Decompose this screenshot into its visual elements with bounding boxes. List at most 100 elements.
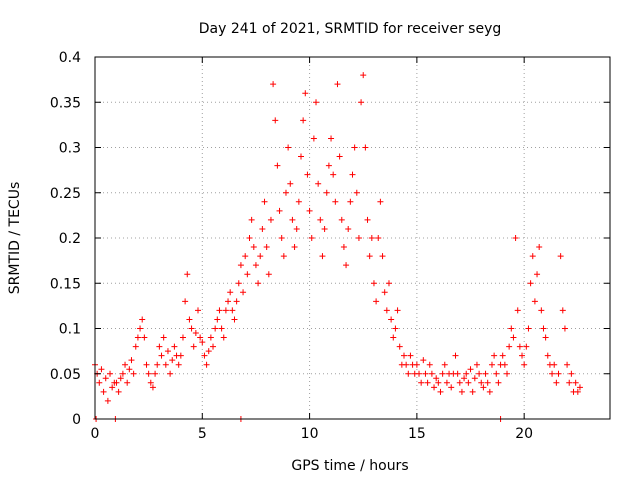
data-point [231, 316, 238, 323]
data-point [473, 361, 480, 368]
data-point [235, 280, 242, 287]
data-point [270, 81, 277, 88]
data-point [184, 271, 191, 278]
data-point [480, 384, 487, 391]
data-point [164, 348, 171, 355]
x-tick-label: 20 [515, 426, 533, 442]
data-point [461, 375, 468, 382]
data-point [531, 298, 538, 305]
data-point [403, 361, 410, 368]
data-point [167, 370, 174, 377]
data-point [416, 370, 423, 377]
data-point [276, 207, 283, 214]
data-point [390, 334, 397, 341]
data-point [323, 189, 330, 196]
x-tick-label: 5 [198, 426, 207, 442]
data-point [358, 99, 365, 106]
data-point [495, 379, 502, 386]
data-point [405, 370, 412, 377]
data-point [534, 271, 541, 278]
data-point [422, 370, 429, 377]
data-point [379, 253, 386, 260]
data-point [465, 379, 472, 386]
data-point [364, 216, 371, 223]
x-axis-label: GPS time / hours [291, 458, 408, 474]
data-point [536, 244, 543, 251]
data-point [293, 225, 300, 232]
data-point [210, 343, 217, 350]
data-point [538, 307, 545, 314]
data-point [345, 225, 352, 232]
data-point [229, 307, 236, 314]
data-point [551, 361, 558, 368]
data-point [366, 253, 373, 260]
x-tick-label: 15 [408, 426, 426, 442]
data-point [201, 352, 208, 359]
data-point [315, 180, 322, 187]
data-point [298, 153, 304, 160]
data-point [351, 144, 358, 151]
data-point [117, 375, 124, 382]
data-point [347, 198, 354, 205]
data-point [499, 352, 506, 359]
data-point [375, 235, 382, 241]
data-point [491, 352, 498, 359]
data-point [467, 366, 474, 373]
data-point [107, 370, 114, 377]
data-point [188, 325, 195, 332]
data-point [244, 271, 251, 278]
data-point [574, 388, 581, 395]
data-point [355, 235, 362, 241]
data-point [113, 379, 120, 386]
data-point [463, 370, 470, 377]
data-point [186, 316, 193, 323]
data-point [328, 135, 335, 142]
ticks-layer: 0 5 10 15 20 0 0.05 0.1 0.15 0.2 0.25 0.3 0.35 0.4 [50, 50, 610, 442]
data-point [332, 198, 339, 205]
data-point [443, 379, 450, 386]
data-point [207, 334, 214, 341]
data-point [128, 357, 135, 364]
data-point [394, 307, 401, 314]
data-point [310, 135, 317, 142]
data-point [553, 379, 560, 386]
data-point [306, 207, 313, 214]
data-point [319, 253, 326, 260]
data-point [104, 397, 111, 404]
data-point [506, 343, 513, 350]
data-point [519, 352, 526, 359]
data-point [431, 384, 438, 391]
data-point [130, 370, 137, 377]
data-point [448, 384, 455, 391]
data-point [392, 325, 399, 332]
data-point [514, 307, 521, 314]
data-point [162, 361, 169, 368]
data-point [388, 316, 395, 323]
data-point [102, 375, 109, 382]
data-point [456, 379, 463, 386]
data-point [259, 225, 266, 232]
data-point [237, 262, 244, 269]
data-point [96, 379, 103, 386]
data-point [469, 388, 476, 395]
data-point [396, 343, 403, 350]
data-point [242, 253, 249, 260]
data-point [407, 352, 414, 359]
data-point [484, 379, 491, 386]
data-point [126, 366, 133, 373]
data-point [220, 334, 227, 341]
data-point [441, 361, 448, 368]
data-point [435, 379, 442, 386]
data-point [175, 361, 182, 368]
data-point [179, 334, 186, 341]
data-point [471, 375, 478, 382]
data-point [493, 370, 500, 377]
y-tick-label: 0.4 [59, 50, 81, 66]
data-point [576, 384, 583, 391]
data-point [458, 388, 465, 395]
data-point [360, 72, 367, 79]
data-point [152, 370, 159, 377]
data-point [418, 379, 425, 386]
data-point [197, 334, 204, 341]
data-point [263, 244, 270, 251]
